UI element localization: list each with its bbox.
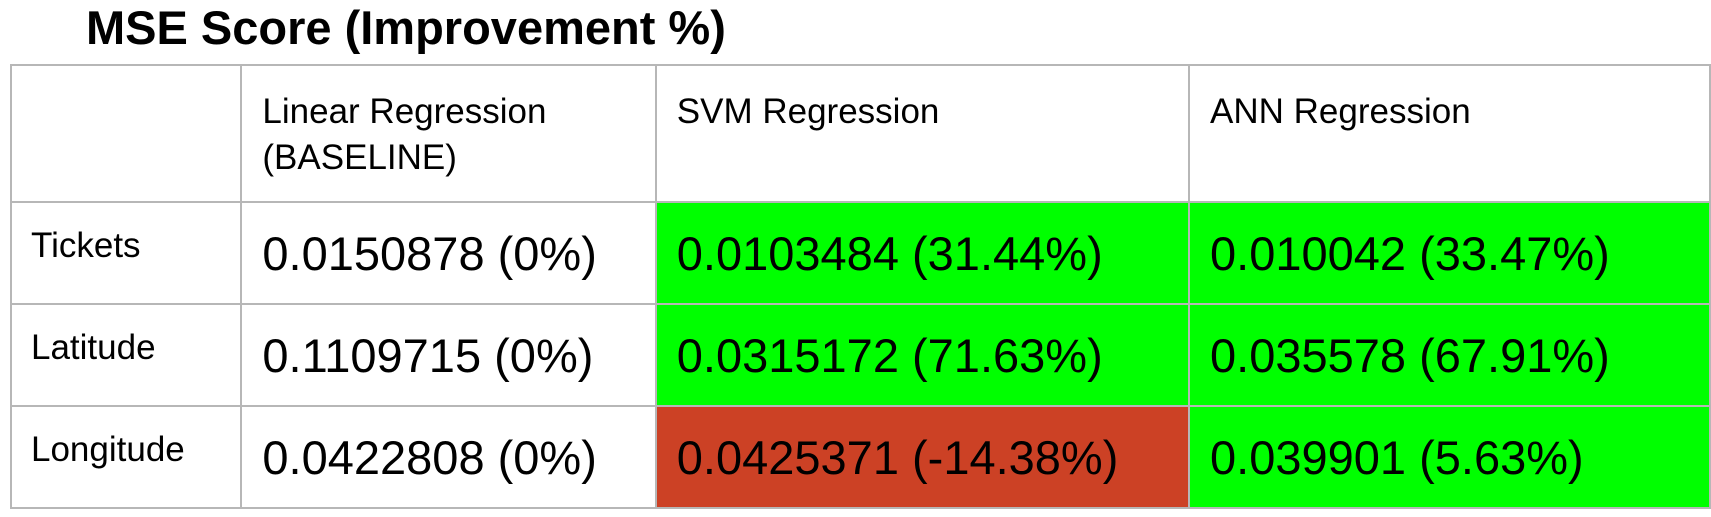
table-row: Latitude 0.1109715 (0%) 0.0315172 (71.63… xyxy=(9,303,1711,407)
value-cell-latitude-svm: 0.0315172 (71.63%) xyxy=(654,303,1191,407)
value-text: 0.039901 (5.63%) xyxy=(1210,430,1584,484)
table-title: MSE Score (Improvement %) xyxy=(86,1,726,54)
value-text: 0.035578 (67.91%) xyxy=(1210,328,1610,382)
header-label-ann: ANN Regression xyxy=(1210,92,1471,131)
header-corner-cell xyxy=(9,64,243,203)
row-label-cell: Latitude xyxy=(9,303,243,407)
row-label-cell: Longitude xyxy=(9,405,243,509)
row-label-latitude: Latitude xyxy=(31,328,156,367)
value-cell-tickets-ann: 0.010042 (33.47%) xyxy=(1188,201,1711,305)
table-row: Longitude 0.0422808 (0%) 0.0425371 (-14.… xyxy=(9,405,1711,509)
value-text: 0.010042 (33.47%) xyxy=(1210,226,1610,280)
value-cell-longitude-linear: 0.0422808 (0%) xyxy=(240,405,657,509)
value-text: 0.0315172 (71.63%) xyxy=(676,328,1103,382)
value-cell-latitude-linear: 0.1109715 (0%) xyxy=(240,303,657,407)
results-table: Linear Regression (BASELINE) SVM Regress… xyxy=(9,64,1711,509)
value-cell-latitude-ann: 0.035578 (67.91%) xyxy=(1188,303,1711,407)
row-label-tickets: Tickets xyxy=(31,226,141,265)
value-text: 0.1109715 (0%) xyxy=(262,328,594,382)
value-text: 0.0425371 (-14.38%) xyxy=(676,430,1119,484)
value-cell-tickets-svm: 0.0103484 (31.44%) xyxy=(654,201,1191,305)
value-cell-longitude-svm: 0.0425371 (-14.38%) xyxy=(654,405,1191,509)
value-cell-tickets-linear: 0.0150878 (0%) xyxy=(240,201,657,305)
row-label-cell: Tickets xyxy=(9,201,243,305)
header-row: Linear Regression (BASELINE) SVM Regress… xyxy=(9,64,1711,203)
header-cell-linear: Linear Regression (BASELINE) xyxy=(240,64,657,203)
value-cell-longitude-ann: 0.039901 (5.63%) xyxy=(1188,405,1711,509)
row-label-longitude: Longitude xyxy=(31,430,185,469)
header-label-svm: SVM Regression xyxy=(676,92,940,131)
header-cell-ann: ANN Regression xyxy=(1188,64,1711,203)
value-text: 0.0150878 (0%) xyxy=(262,226,597,280)
value-text: 0.0422808 (0%) xyxy=(262,430,597,484)
header-corner-label xyxy=(13,67,239,89)
value-text: 0.0103484 (31.44%) xyxy=(676,226,1103,280)
header-cell-svm: SVM Regression xyxy=(654,64,1191,203)
table-row: Tickets 0.0150878 (0%) 0.0103484 (31.44%… xyxy=(9,201,1711,305)
header-label-linear: Linear Regression (BASELINE) xyxy=(262,92,547,177)
